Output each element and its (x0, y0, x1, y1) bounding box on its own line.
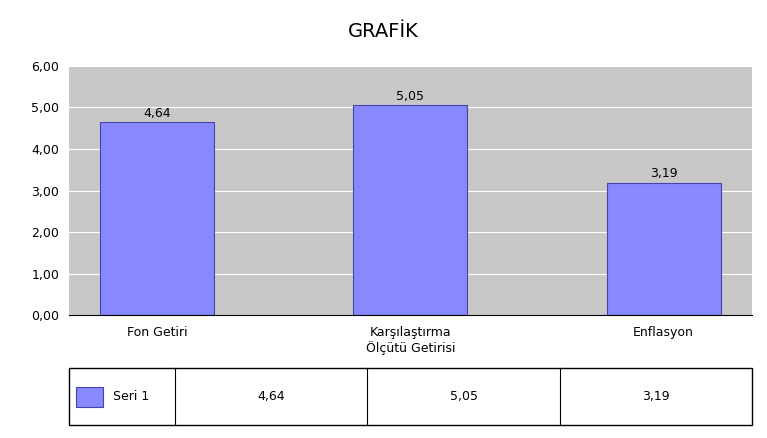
Bar (607, 183, 721, 315)
Text: 3,19: 3,19 (650, 167, 677, 180)
Bar (354, 105, 467, 315)
Bar (100, 122, 214, 315)
Text: 5,05: 5,05 (449, 390, 478, 403)
Bar (76, 387, 103, 406)
Text: 3,19: 3,19 (642, 390, 670, 403)
Text: 5,05: 5,05 (397, 90, 424, 103)
Text: 4,64: 4,64 (257, 390, 285, 403)
Text: GRAFİK: GRAFİK (348, 22, 419, 41)
Text: Seri 1: Seri 1 (114, 390, 150, 403)
Text: 4,64: 4,64 (143, 107, 171, 120)
